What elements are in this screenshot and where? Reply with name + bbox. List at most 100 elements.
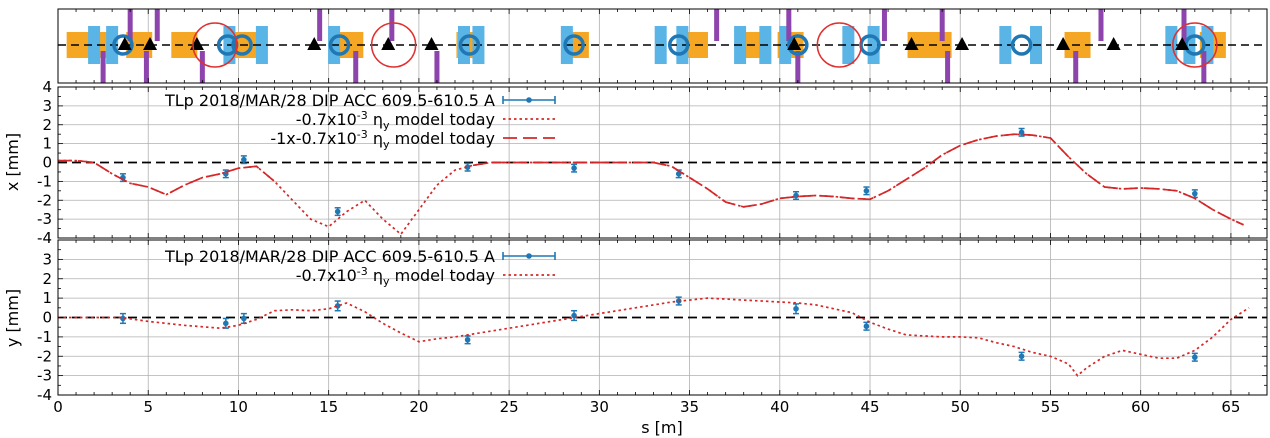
legend-label: TLp 2018/MAR/28 DIP ACC 609.5-610.5 A <box>164 247 495 266</box>
corrector-down <box>199 51 205 83</box>
corrector-up <box>714 9 720 41</box>
data-point <box>863 188 870 194</box>
legend-label: -0.7x10-3 ηy model today <box>296 265 495 288</box>
series-line <box>58 159 276 196</box>
data-point <box>241 156 247 163</box>
y-ylabel: y [mm] <box>3 289 22 347</box>
monitor-marker <box>1056 37 1071 50</box>
y-tick-label: 2 <box>42 116 52 134</box>
legend-label: TLp 2018/MAR/28 DIP ACC 609.5-610.5 A <box>164 91 495 110</box>
legend-marker <box>526 253 532 259</box>
monitor-marker <box>955 37 970 50</box>
s-xlabel: s [m] <box>641 418 683 437</box>
y-tick-label: 1 <box>42 289 52 307</box>
bpm-marker <box>458 34 481 56</box>
y-tick-label: 4 <box>42 78 52 96</box>
monitor-marker <box>307 37 322 50</box>
series-line <box>58 297 1250 377</box>
y-tick-label: -2 <box>37 191 52 209</box>
bpm-marker <box>112 34 134 56</box>
legend-marker <box>526 97 532 103</box>
y-tick-label: 3 <box>42 97 52 115</box>
bpm-marker <box>1010 34 1033 56</box>
y-tick-label: -1 <box>37 328 52 346</box>
x-tick-label: 65 <box>1221 398 1240 416</box>
y-tick-label: 3 <box>42 250 52 268</box>
y-legend: TLp 2018/MAR/28 DIP ACC 609.5-610.5 A-0.… <box>164 247 556 288</box>
x-tick-label: 10 <box>229 398 248 416</box>
corrector-down <box>143 51 149 83</box>
corrector-up <box>154 9 160 41</box>
monitor-marker <box>117 37 132 50</box>
data-point <box>120 315 126 322</box>
highlight-circle <box>816 22 863 68</box>
corrector-down <box>1073 51 1079 83</box>
data-point <box>464 336 471 343</box>
x-tick-label: 30 <box>590 398 609 416</box>
data-point <box>571 165 577 171</box>
bpm-marker <box>787 34 809 56</box>
y-tick-label: 0 <box>42 309 52 327</box>
monitor-marker <box>787 37 802 50</box>
bpm-marker <box>563 34 585 56</box>
y-tick-label: -4 <box>37 386 52 404</box>
highlight-circle <box>1172 22 1218 68</box>
y-tick-label: -2 <box>37 347 52 365</box>
y-tick-label: 2 <box>42 270 52 288</box>
data-point <box>334 303 341 309</box>
corrector-up <box>389 9 395 41</box>
lattice-panel <box>57 8 1268 84</box>
corrector-up <box>786 9 792 41</box>
corrector-down <box>795 51 801 83</box>
corrector-up <box>127 9 133 41</box>
data-point <box>1018 129 1025 136</box>
data-point <box>223 320 229 327</box>
corrector-down <box>434 51 440 83</box>
quadrupole-blue <box>999 26 1012 64</box>
x-tick-label: 60 <box>1131 398 1150 416</box>
corrector-up <box>881 9 887 41</box>
data-point <box>1192 190 1198 197</box>
data-point <box>241 315 247 322</box>
x-tick-label: 0 <box>53 398 63 416</box>
x-tick-label: 50 <box>951 398 970 416</box>
x-tick-label: 25 <box>500 398 519 416</box>
highlight-circle <box>370 22 417 68</box>
x-tick-label: 20 <box>409 398 428 416</box>
y-tick-label: -1 <box>37 172 52 190</box>
monitor-marker <box>143 37 158 50</box>
y-tick-label: -3 <box>37 210 52 228</box>
x-tick-label: 15 <box>319 398 338 416</box>
legend-label: -1x-0.7x10-3 ηy model today <box>270 128 495 151</box>
corrector-down <box>945 51 951 83</box>
y-tick-label: 0 <box>42 154 52 172</box>
x-ylabel: x [mm] <box>3 133 22 191</box>
x-tick-label: 40 <box>770 398 789 416</box>
corrector-down <box>1201 51 1207 83</box>
corrector-up <box>1098 9 1104 41</box>
quadrupole-blue <box>88 26 101 64</box>
monitor-marker <box>1106 37 1121 50</box>
highlight-circle <box>192 22 238 68</box>
legend-label: -0.7x10-3 ηy model today <box>296 109 495 132</box>
data-point <box>464 164 471 171</box>
quadrupole-blue <box>842 26 855 64</box>
lattice-frame <box>57 8 1268 84</box>
y-tick-label: 1 <box>42 135 52 153</box>
x-tick-label: 5 <box>143 398 153 416</box>
corrector-up <box>939 9 945 41</box>
data-point <box>1018 353 1025 360</box>
data-point <box>334 208 341 215</box>
monitor-marker <box>1175 37 1190 50</box>
y-tick-label: -4 <box>37 229 52 247</box>
x-tick-label: 55 <box>1041 398 1060 416</box>
x-tick-label: 35 <box>680 398 699 416</box>
series-line <box>472 133 1244 226</box>
data-point <box>1192 354 1198 361</box>
x-tick-label: 45 <box>860 398 879 416</box>
monitor-marker <box>904 37 919 50</box>
data-point <box>793 305 799 312</box>
